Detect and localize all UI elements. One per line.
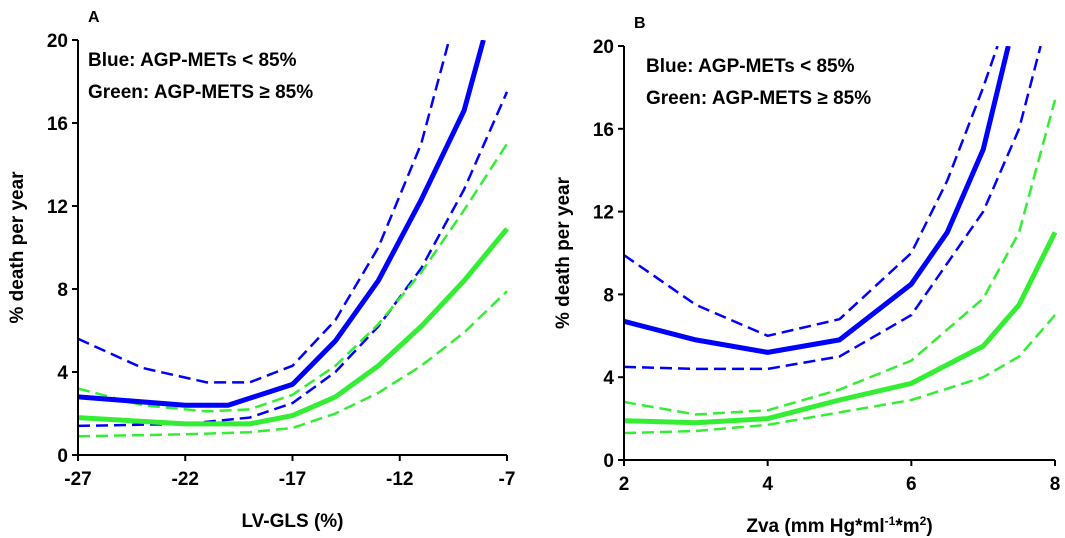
x-axis-title-part: -1 <box>885 514 896 528</box>
estimate-line <box>624 231 1057 426</box>
y-tick-label: 20 <box>593 37 614 58</box>
x-tick-label: -17 <box>279 469 306 490</box>
annotation: Green: AGP-METS ≥ 85% <box>646 88 871 109</box>
y-axis-title: % death per year <box>553 176 574 329</box>
x-axis-title-part: LV-GLS (%) <box>241 511 343 532</box>
confidence-line <box>78 290 508 438</box>
x-axis-title-part: *m <box>895 516 919 537</box>
estimate-line <box>624 46 1011 355</box>
y-tick-label: 4 <box>603 368 614 389</box>
x-axis-title-part: Zva (mm Hg*ml <box>746 516 884 537</box>
x-tick-label: -7 <box>499 469 516 490</box>
x-axis-title: Zva (mm Hg*ml-1*m2) <box>746 514 932 537</box>
y-tick-label: 16 <box>47 114 68 135</box>
x-tick-label: 4 <box>762 474 773 495</box>
confidence-line <box>78 91 509 428</box>
x-tick-label: -27 <box>64 469 91 490</box>
confidence-line <box>624 314 1056 435</box>
estimate-line <box>78 227 509 427</box>
y-tick-label: 16 <box>593 120 614 141</box>
x-tick-label: -12 <box>386 469 413 490</box>
y-tick-label: 4 <box>57 363 68 384</box>
panel: B Blue: AGP-METs < 85% Green: AGP-METS ≥ 8… <box>553 15 1060 537</box>
confidence-line <box>624 46 999 338</box>
annotation: Blue: AGP-METs < 85% <box>88 50 297 71</box>
y-tick-label: 0 <box>57 446 68 467</box>
x-tick-label: -22 <box>172 469 199 490</box>
x-tick-label: 2 <box>619 474 630 495</box>
estimate-line <box>78 40 486 408</box>
annotation: Green: AGP-METS ≥ 85% <box>88 82 313 103</box>
y-axis-title: % death per year <box>7 171 28 324</box>
y-tick-label: 12 <box>593 203 614 224</box>
x-tick-label: 8 <box>1050 474 1061 495</box>
annotation: Blue: AGP-METs < 85% <box>646 56 855 77</box>
y-tick-label: 0 <box>603 451 614 472</box>
y-tick-label: 20 <box>47 31 68 52</box>
x-tick-label: 6 <box>906 474 917 495</box>
confidence-line <box>624 99 1057 416</box>
y-tick-label: 8 <box>57 280 68 301</box>
confidence-line <box>624 46 1042 371</box>
panel: A Blue: AGP-METs < 85% Green: AGP-METS ≥ 8… <box>7 9 515 532</box>
x-axis-title-part: 2 <box>920 514 927 528</box>
x-axis-title: LV-GLS (%) <box>241 511 343 532</box>
y-tick-label: 8 <box>603 285 614 306</box>
confidence-line <box>78 143 509 413</box>
y-tick-label: 12 <box>47 197 68 218</box>
panel-label: B <box>634 15 646 32</box>
panel-label: A <box>88 9 100 26</box>
confidence-line <box>78 40 451 384</box>
x-axis-title-part: ) <box>926 516 932 537</box>
